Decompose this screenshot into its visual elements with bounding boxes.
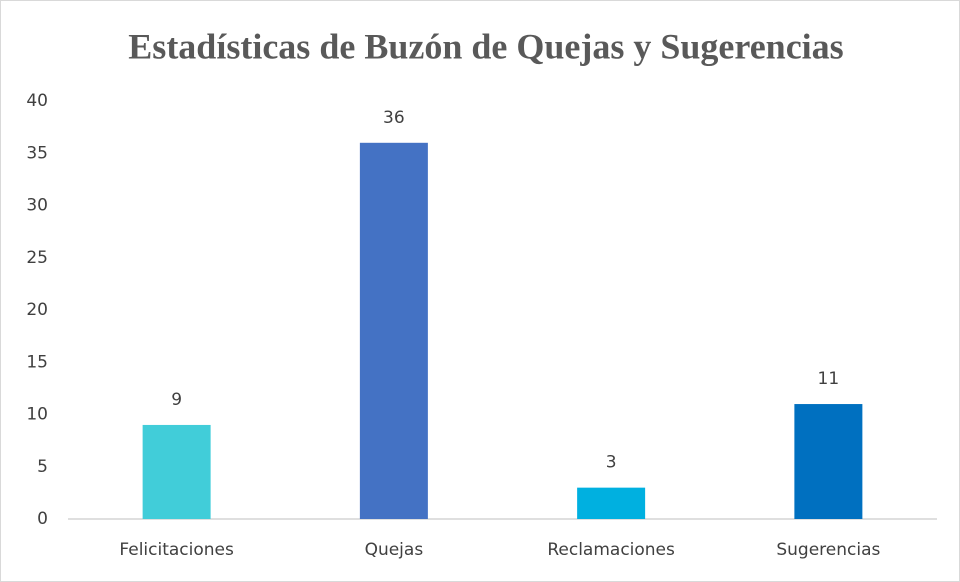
y-tick-label: 0 bbox=[37, 509, 48, 529]
data-label: 3 bbox=[606, 453, 617, 473]
x-tick-label: Felicitaciones bbox=[119, 540, 234, 560]
y-tick-label: 25 bbox=[26, 248, 48, 268]
data-label: 9 bbox=[171, 390, 182, 410]
bar bbox=[794, 404, 863, 519]
bar bbox=[577, 487, 646, 519]
bar bbox=[142, 424, 211, 519]
y-tick-label: 5 bbox=[37, 457, 48, 477]
y-tick-label: 30 bbox=[26, 196, 48, 216]
y-tick-label: 20 bbox=[26, 300, 48, 320]
x-tick-label: Sugerencias bbox=[776, 540, 880, 560]
x-tick-label: Reclamaciones bbox=[547, 540, 675, 560]
data-label: 11 bbox=[818, 369, 840, 389]
x-tick-label: Quejas bbox=[365, 540, 424, 560]
data-label: 36 bbox=[383, 108, 405, 128]
chart-title: Estadísticas de Buzón de Quejas y Sugere… bbox=[128, 26, 843, 66]
y-tick-label: 10 bbox=[26, 405, 48, 425]
bar bbox=[359, 142, 428, 520]
y-tick-label: 40 bbox=[26, 91, 48, 111]
y-tick-label: 35 bbox=[26, 143, 48, 163]
y-tick-label: 15 bbox=[26, 352, 48, 372]
